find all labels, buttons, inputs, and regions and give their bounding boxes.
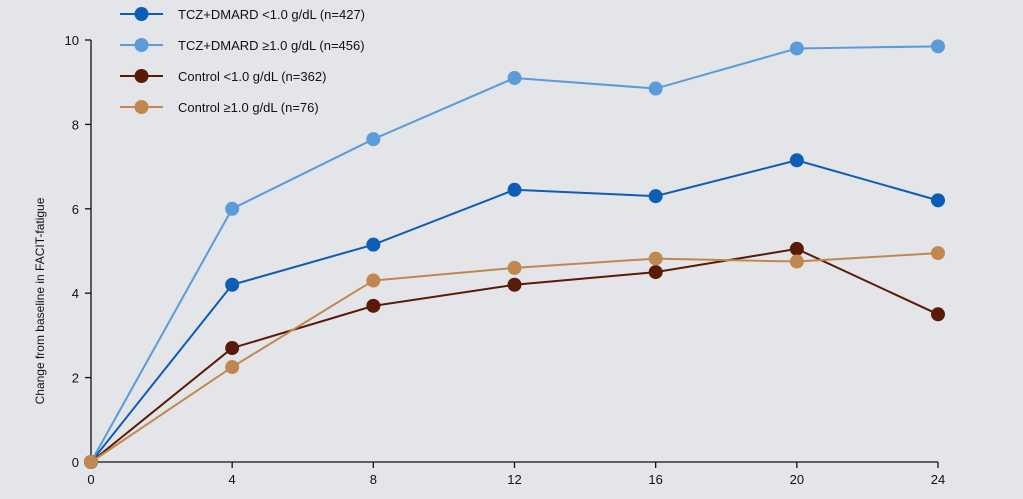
data-point (366, 237, 381, 252)
series (84, 241, 945, 469)
legend: TCZ+DMARD <1.0 g/dL (n=427) TCZ+DMARD ≥1.… (120, 7, 365, 115)
y-axis-title: Change from baseline in FACIT-fatigue (33, 197, 47, 404)
legend-swatch-marker (134, 7, 149, 21)
data-point (225, 360, 240, 375)
y-tick-label: 10 (65, 33, 79, 48)
data-point (648, 81, 663, 96)
y-tick-label: 4 (72, 286, 79, 301)
data-point (648, 251, 663, 266)
y-tick-label: 6 (72, 202, 79, 217)
data-point (789, 254, 804, 269)
x-tick-label: 24 (931, 472, 945, 487)
y-tick-label: 8 (72, 117, 79, 132)
series-line (90, 159, 939, 463)
legend-item: TCZ+DMARD <1.0 g/dL (n=427) (120, 7, 365, 22)
x-tick-label: 12 (507, 472, 521, 487)
x-tick-label: 8 (370, 472, 377, 487)
data-point (931, 307, 945, 322)
data-point (931, 246, 945, 261)
data-point (225, 201, 240, 216)
y-tick-label: 0 (72, 455, 79, 470)
data-point (507, 277, 522, 292)
y-tick-label: 2 (72, 371, 79, 386)
legend-swatch-marker (134, 100, 149, 114)
legend-label: TCZ+DMARD <1.0 g/dL (n=427) (178, 7, 365, 22)
data-point (366, 273, 381, 288)
data-point (789, 41, 804, 56)
data-point (507, 182, 522, 197)
data-point (648, 189, 663, 204)
data-point (648, 265, 663, 280)
data-point (931, 193, 945, 208)
series (84, 246, 945, 469)
legend-swatch-marker (134, 38, 149, 52)
data-point (789, 153, 804, 168)
x-tick-label: 20 (790, 472, 804, 487)
series (84, 153, 945, 469)
x-tick-label: 4 (229, 472, 236, 487)
x-tick-label: 0 (87, 472, 94, 487)
legend-item: TCZ+DMARD ≥1.0 g/dL (n=456) (120, 38, 365, 53)
legend-label: Control <1.0 g/dL (n=362) (178, 69, 326, 84)
data-point (366, 298, 381, 313)
data-point (507, 260, 522, 275)
x-ticks: 0 4 8 12 16 20 24 (87, 462, 945, 487)
data-point (507, 70, 522, 85)
data-point (931, 39, 945, 54)
legend-label: Control ≥1.0 g/dL (n=76) (178, 100, 319, 115)
data-point (225, 341, 240, 356)
legend-label: TCZ+DMARD ≥1.0 g/dL (n=456) (178, 38, 365, 53)
y-ticks: 0 2 4 6 8 10 (65, 33, 91, 470)
legend-swatch-marker (134, 69, 149, 83)
legend-item: Control ≥1.0 g/dL (n=76) (120, 100, 319, 115)
data-point (84, 455, 98, 469)
x-tick-label: 16 (648, 472, 662, 487)
series-layer (84, 39, 945, 469)
legend-item: Control <1.0 g/dL (n=362) (120, 69, 326, 84)
data-point (789, 241, 804, 256)
data-point (225, 277, 240, 292)
data-point (366, 132, 381, 147)
